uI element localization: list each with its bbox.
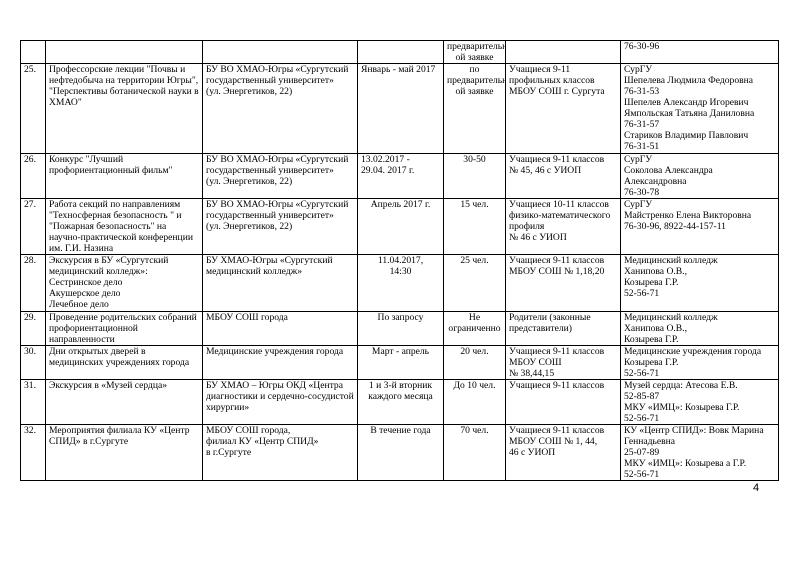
cell-event: Экскурсия в БУ «Сургутский медицинский к… [45,254,203,312]
cell-event: Профессорские лекции "Почвы и нефтедобыч… [45,63,203,154]
cell-contacts: СурГУ Майстренко Елена Викторовна 76-30-… [620,198,779,255]
cell-contacts: СурГУ Соколова Александра Александровна … [620,153,779,199]
cell-org: БУ ВО ХМАО-Югры «Сургутский государствен… [202,63,358,154]
cell-date: В течение года [357,424,444,481]
cell-contacts: Медицинский колледж Ханипова О.В., Козыр… [620,311,779,346]
cell-event: Дни открытых дверей в медицинских учрежд… [45,345,203,380]
table-row: 30. Дни открытых дверей в медицинских учр… [20,345,779,380]
cell-audience: Учащиеся 9-11 классов МБОУ СОШ № 1,18,20 [505,254,621,312]
cell-audience: Учащиеся 9-11 классов [505,379,621,425]
table-row: 31. Экскурсия в «Музей сердца» БУ ХМАО – Ю… [20,379,779,425]
cell-audience: Учащиеся 9-11 классов МБОУ СОШ № 1, 44, … [505,424,621,481]
cell-count: 30-50 [443,153,506,199]
page-number: 4 [753,482,760,494]
cell-count: по предварительн ой заявке [443,63,506,154]
cell-count: 70 чел. [443,424,506,481]
table-row: 27. Работа секций по направлениям "Технос… [20,198,779,255]
cell-date [357,40,444,64]
cell-date: Март - апрель [357,345,444,380]
table-row: 26. Конкурс "Лучший профориентационный фи… [20,153,779,199]
cell-count: 25 чел. [443,254,506,312]
cell-org: Медицинские учреждения города [202,345,358,380]
cell-num: 32. [20,424,46,481]
cell-date: По запросу [357,311,444,346]
cell-count: 20 чел. [443,345,506,380]
cell-event: Мероприятия филиала КУ «Центр СПИД» в г.… [45,424,203,481]
table-row: 25. Профессорские лекции "Почвы и нефтедо… [20,63,779,154]
cell-count: 15 чел. [443,198,506,255]
cell-event: Работа секций по направлениям "Техносфер… [45,198,203,255]
cell-contacts: 76-30-96 [620,40,779,64]
cell-org: БУ ХМАО-Югры «Сургутский медицинский кол… [202,254,358,312]
cell-org: БУ ХМАО – Югры ОКД «Центра диагностики и… [202,379,358,425]
cell-count: Не ограниченно [443,311,506,346]
cell-event: Проведение родительских собраний профори… [45,311,203,346]
cell-event: Экскурсия в «Музей сердца» [45,379,203,425]
cell-num: 29. [20,311,46,346]
table-row: 32. Мероприятия филиала КУ «Центр СПИД» в… [20,424,779,481]
cell-org: БУ ВО ХМАО-Югры «Сургутский государствен… [202,153,358,199]
cell-date: 1 и 3-й вторник каждого месяца [357,379,444,425]
cell-audience: Учащиеся 10-11 классов физико-математиче… [505,198,621,255]
cell-num: 30. [20,345,46,380]
table-row-continuation: предварительн ой заявке 76-30-96 [20,40,779,64]
cell-date: Апрель 2017 г. [357,198,444,255]
cell-event: Конкурс "Лучший профориентационный фильм… [45,153,203,199]
cell-event [45,40,203,64]
cell-org: МБОУ СОШ города, филиал КУ «Центр СПИД» … [202,424,358,481]
cell-contacts: Медицинский колледж Ханипова О.В., Козыр… [620,254,779,312]
table-row: 29. Проведение родительских собраний проф… [20,311,779,346]
cell-audience: Учащиеся 9-11 классов № 45, 46 с УИОП [505,153,621,199]
cell-date: 11.04.2017, 14:30 [357,254,444,312]
cell-num: 26. [20,153,46,199]
cell-audience: Учащиеся 9-11 классов МБОУ СОШ № 38,44,1… [505,345,621,380]
cell-num: 27. [20,198,46,255]
cell-audience: Родители (законные представители) [505,311,621,346]
cell-contacts: КУ «Центр СПИД»: Вовк Марина Геннадьевна… [620,424,779,481]
cell-org: БУ ВО ХМАО-Югры «Сургутский государствен… [202,198,358,255]
cell-num: 25. [20,63,46,154]
cell-date: 13.02.2017 - 29.04. 2017 г. [357,153,444,199]
cell-date: Январь - май 2017 [357,63,444,154]
table-row: 28. Экскурсия в БУ «Сургутский медицински… [20,254,779,312]
cell-num [20,40,46,64]
cell-count: До 10 чел. [443,379,506,425]
cell-contacts: Музей сердца: Атесова Е.В. 52-85-87 МКУ … [620,379,779,425]
cell-audience [505,40,621,64]
cell-num: 28. [20,254,46,312]
cell-num: 31. [20,379,46,425]
cell-org [202,40,358,64]
events-table: предварительн ой заявке 76-30-96 25. Профес… [20,40,779,481]
cell-contacts: Медицинские учреждения города Козырева Г… [620,345,779,380]
cell-count: предварительн ой заявке [443,40,506,64]
cell-org: МБОУ СОШ города [202,311,358,346]
cell-contacts: СурГУ Шепелева Людмила Федоровна 76-31-5… [620,63,779,154]
cell-audience: Учащиеся 9-11 профильных классов МБОУ СО… [505,63,621,154]
